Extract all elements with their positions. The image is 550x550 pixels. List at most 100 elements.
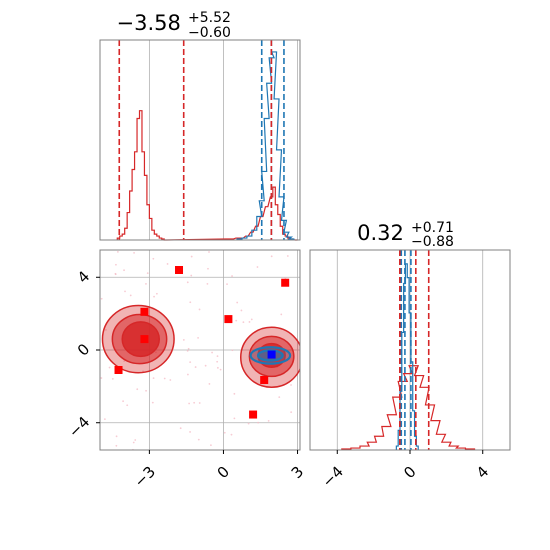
- faint-sample-point: [286, 255, 289, 257]
- faint-sample-point: [280, 313, 283, 316]
- faint-sample-point: [233, 392, 236, 395]
- faint-sample-point: [198, 308, 201, 311]
- title-x2-main: 0.32: [357, 221, 404, 245]
- faint-sample-point: [163, 377, 166, 380]
- faint-sample-point: [179, 427, 182, 430]
- faint-sample-point: [187, 347, 190, 350]
- faint-sample-point: [216, 355, 219, 358]
- faint-sample-point: [153, 295, 155, 298]
- faint-sample-point: [267, 419, 270, 422]
- faint-sample-point: [250, 318, 253, 321]
- faint-sample-point: [216, 366, 219, 369]
- hist2-xtick-label-1: 0: [400, 463, 419, 482]
- faint-sample-point: [111, 377, 114, 380]
- faint-sample-point: [133, 251, 135, 254]
- faint-sample-point: [129, 294, 132, 297]
- hist1-blue-series: [236, 51, 295, 240]
- title-x1-sup: +5.52: [188, 10, 231, 26]
- red-square-marker-6: [260, 376, 269, 384]
- faint-sample-point: [132, 441, 135, 444]
- faint-sample-point: [231, 349, 234, 352]
- title-x1-main: −3.58: [117, 11, 181, 35]
- faint-sample-point: [193, 401, 196, 404]
- p2d-xtick-label-2: 3: [288, 463, 307, 482]
- faint-sample-point: [152, 377, 155, 380]
- faint-sample-point: [108, 366, 111, 369]
- title-x2: 0.32 +0.71 −0.88: [357, 217, 459, 250]
- faint-sample-point: [152, 257, 155, 260]
- faint-sample-point: [151, 401, 154, 404]
- faint-sample-point: [122, 400, 124, 403]
- faint-sample-point: [146, 272, 149, 275]
- faint-sample-point: [208, 251, 210, 253]
- faint-sample-point: [290, 411, 293, 414]
- p2d-xtick-label-0: −3: [131, 463, 159, 491]
- faint-sample-point: [284, 277, 287, 279]
- faint-sample-point: [235, 319, 238, 322]
- p2d-xtick-label-1: 0: [214, 463, 233, 482]
- faint-sample-point: [186, 349, 189, 352]
- faint-sample-point: [100, 377, 103, 379]
- faint-sample-point: [210, 444, 212, 447]
- faint-sample-point: [145, 389, 147, 392]
- faint-sample-point: [226, 283, 228, 285]
- faint-sample-point: [145, 282, 147, 285]
- red-square-marker-7: [249, 410, 258, 419]
- faint-sample-point: [116, 250, 119, 253]
- panel-histogram-x2: −4 0 4: [309, 249, 511, 491]
- faint-sample-point: [236, 301, 239, 304]
- faint-sample-point: [207, 267, 209, 270]
- hist2-red-series: [341, 365, 476, 450]
- red-square-marker-5: [281, 278, 290, 287]
- faint-sample-point: [247, 422, 250, 425]
- faint-sample-point: [188, 402, 191, 405]
- red-square-marker-3: [175, 266, 184, 274]
- faint-sample-point: [231, 275, 233, 277]
- faint-sample-point: [136, 388, 139, 391]
- title-x1-sub: −0.60: [188, 25, 231, 41]
- faint-sample-point: [242, 321, 245, 324]
- title-x1: −3.58 +5.52 −0.60: [117, 7, 236, 41]
- faint-sample-point: [187, 373, 189, 376]
- faint-sample-point: [219, 368, 222, 371]
- faint-sample-point: [233, 417, 236, 420]
- faint-sample-point: [198, 402, 201, 404]
- faint-sample-point: [182, 339, 185, 341]
- faint-sample-point: [290, 384, 292, 386]
- faint-sample-point: [105, 329, 107, 331]
- faint-sample-point: [123, 269, 125, 272]
- red-square-marker-4: [224, 315, 233, 324]
- faint-sample-point: [257, 421, 260, 424]
- red-square-marker-1: [140, 335, 149, 344]
- faint-sample-point: [256, 266, 259, 268]
- faint-sample-point: [115, 263, 117, 266]
- p2d-ytick-label-0: −4: [65, 413, 93, 441]
- faint-sample-point: [204, 364, 207, 367]
- faint-sample-point: [248, 321, 251, 323]
- panel-2d-content: [100, 250, 300, 450]
- faint-sample-point: [124, 290, 126, 293]
- faint-sample-point: [216, 360, 219, 363]
- faint-sample-point: [190, 255, 193, 258]
- faint-sample-point: [206, 282, 209, 285]
- faint-sample-point: [230, 433, 233, 436]
- faint-sample-point: [134, 439, 137, 441]
- faint-sample-point: [194, 366, 197, 368]
- faint-sample-point: [223, 431, 226, 434]
- hist2-xtick-label-0: −4: [319, 463, 347, 491]
- faint-sample-point: [100, 297, 103, 300]
- faint-sample-point: [240, 309, 243, 312]
- panel-histogram-x1: [99, 39, 301, 241]
- red-square-marker-0: [140, 307, 149, 316]
- faint-sample-point: [115, 444, 118, 447]
- red-square-marker-2: [114, 366, 123, 374]
- faint-sample-point: [103, 418, 106, 421]
- hist2-xtick-label-2: 4: [473, 463, 492, 482]
- hist1-red-series: [116, 110, 298, 241]
- faint-sample-point: [211, 351, 213, 354]
- faint-sample-point: [126, 404, 129, 407]
- faint-sample-point: [114, 272, 117, 275]
- faint-sample-point: [197, 438, 200, 441]
- hist1-frame: [99, 39, 301, 241]
- blue-square-marker: [267, 350, 276, 359]
